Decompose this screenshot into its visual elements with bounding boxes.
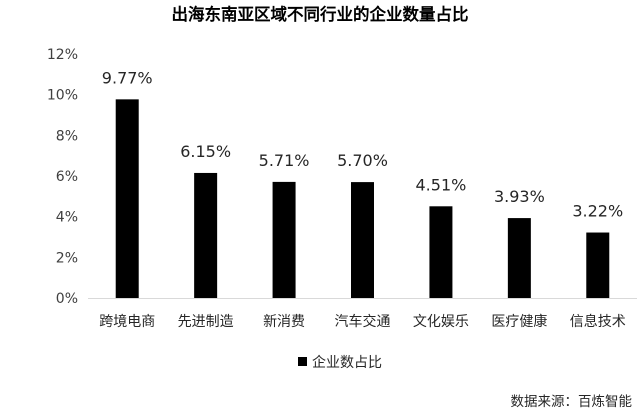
bar xyxy=(586,232,610,298)
data-label: 3.93% xyxy=(494,187,545,206)
data-label: 5.70% xyxy=(337,151,388,170)
chart-title: 出海东南亚区域不同行业的企业数量占比 xyxy=(172,4,469,24)
bar xyxy=(507,218,531,298)
y-tick-label: 2% xyxy=(56,250,78,266)
data-label: 3.22% xyxy=(572,202,623,221)
y-tick-label: 12% xyxy=(47,47,78,63)
x-tick-label: 汽车交通 xyxy=(335,313,391,330)
data-source-note: 数据来源：百炼智能 xyxy=(511,394,633,410)
y-axis: 0% 2% 4% 6% 8% 10% 12% xyxy=(47,47,78,307)
y-tick-label: 8% xyxy=(56,128,78,144)
legend: 企业数占比 xyxy=(298,354,382,371)
legend-label: 企业数占比 xyxy=(312,354,382,371)
bar xyxy=(194,172,218,298)
y-tick-label: 4% xyxy=(56,210,78,226)
bar xyxy=(351,182,374,298)
x-tick-label: 跨境电商 xyxy=(99,314,155,330)
y-tick-label: 0% xyxy=(56,291,78,307)
bar xyxy=(115,99,139,299)
data-labels: 9.77% 6.15% 5.71% 5.70% 4.51% 3.93% 3.22% xyxy=(102,68,623,220)
data-label: 6.15% xyxy=(180,142,231,161)
x-tick-label: 医疗健康 xyxy=(491,313,547,330)
data-label: 4.51% xyxy=(416,175,467,194)
x-tick-label: 新消费 xyxy=(263,314,305,330)
x-axis: 跨境电商 先进制造 新消费 汽车交通 文化娱乐 医疗健康 信息技术 xyxy=(99,313,626,330)
bar xyxy=(429,206,453,298)
y-tick-label: 10% xyxy=(47,88,78,104)
x-tick-label: 先进制造 xyxy=(178,314,234,330)
bar xyxy=(272,181,296,298)
x-tick-label: 文化娱乐 xyxy=(413,314,469,330)
bars xyxy=(115,99,610,299)
data-label: 5.71% xyxy=(259,151,310,170)
data-label: 9.77% xyxy=(102,68,153,87)
y-tick-label: 6% xyxy=(56,169,78,185)
x-tick-label: 信息技术 xyxy=(570,313,626,330)
legend-swatch xyxy=(298,357,307,366)
